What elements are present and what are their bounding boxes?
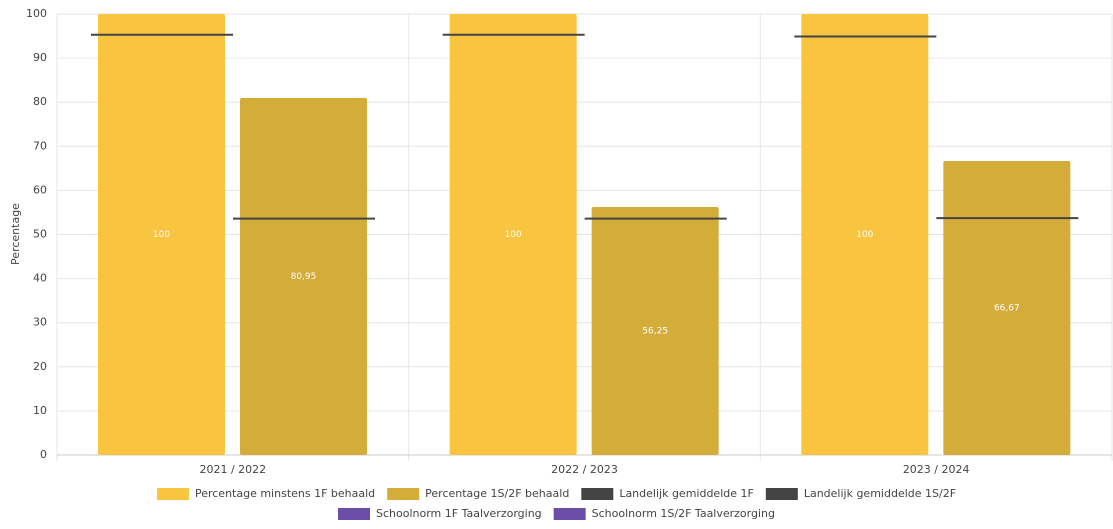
legend-swatch [338, 508, 370, 520]
value-label: 100 [505, 230, 522, 240]
y-tick-label: 70 [33, 139, 47, 152]
legend-item: Landelijk gemiddelde 1S/2F [765, 487, 956, 500]
value-label: 56,25 [642, 326, 668, 336]
value-label: 80,95 [291, 272, 317, 282]
y-tick-label: 40 [33, 272, 47, 285]
y-tick-label: 60 [33, 183, 47, 196]
y-tick-label: 20 [33, 360, 47, 373]
legend-label: Percentage 1S/2F behaald [425, 487, 569, 500]
legend-item: Percentage minstens 1F behaald [156, 487, 375, 500]
legend-item: Schoolnorm 1F Taalverzorging [338, 507, 542, 520]
y-tick-label: 80 [33, 95, 47, 108]
x-tick-label: 2022 / 2023 [551, 463, 618, 476]
legend-swatch [581, 488, 614, 500]
bar [943, 160, 1071, 456]
y-tick-label: 90 [33, 51, 47, 64]
bar [98, 14, 225, 455]
legend-label: Schoolnorm 1S/2F Taalverzorging [592, 507, 775, 520]
y-axis-label: Percentage [9, 203, 22, 265]
legend-item: Schoolnorm 1S/2F Taalverzorging [553, 507, 775, 520]
legend-item: Landelijk gemiddelde 1F [581, 487, 754, 500]
y-tick-label: 0 [40, 448, 47, 461]
legend-swatch [387, 488, 420, 500]
y-tick-label: 10 [33, 404, 47, 417]
legend-label: Landelijk gemiddelde 1S/2F [804, 487, 956, 500]
x-tick-label: 2023 / 2024 [903, 463, 970, 476]
y-tick-label: 50 [33, 228, 47, 241]
legend-label: Landelijk gemiddelde 1F [619, 487, 754, 500]
value-label: 66,67 [994, 303, 1020, 313]
x-tick-label: 2021 / 2022 [199, 463, 266, 476]
y-tick-label: 30 [33, 316, 47, 329]
bar [801, 14, 929, 455]
bar [591, 206, 719, 455]
value-label: 100 [153, 230, 170, 240]
legend-swatch [553, 508, 586, 520]
y-tick-label: 100 [26, 7, 47, 20]
legend-label: Percentage minstens 1F behaald [195, 487, 375, 500]
legend-swatch [156, 488, 189, 500]
value-label: 100 [856, 230, 873, 240]
bar [240, 98, 367, 455]
legend-swatch [765, 488, 798, 500]
legend-label: Schoolnorm 1F Taalverzorging [376, 507, 542, 520]
bar [449, 14, 577, 455]
legend-item: Percentage 1S/2F behaald [387, 487, 569, 500]
